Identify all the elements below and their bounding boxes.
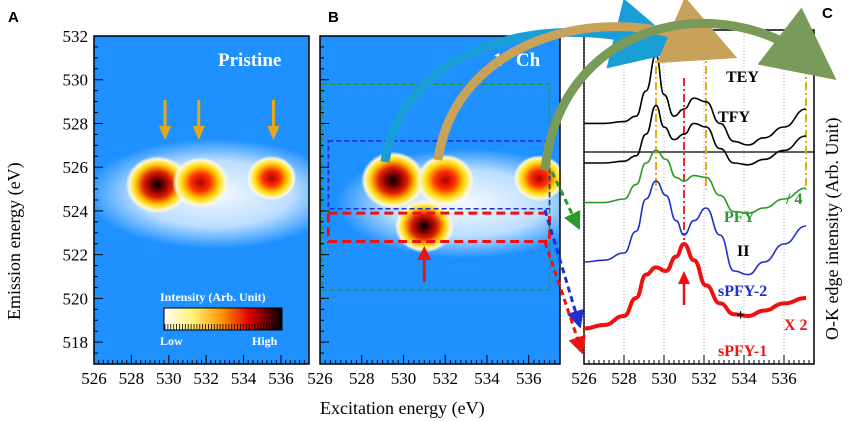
panel-a-peak-1 [125, 155, 190, 214]
panel-b-heatmap: 1st Ch 526 528 530 532 534 536 [307, 35, 597, 388]
panel-a-heatmap: Pristine Intensity (Arb. Unit) Low High … [63, 27, 345, 388]
panel-b-x-tick-label: 532 [432, 369, 458, 388]
panel-a-title: Pristine [218, 50, 281, 71]
panel-b-up-arrowhead [417, 246, 432, 260]
panel-c-x-tick-label: 532 [691, 369, 717, 388]
connector-arrow-olive [540, 7, 837, 171]
panel-c-x-tick-label: 526 [571, 369, 597, 388]
series-line-pfy [584, 149, 807, 215]
panel-a-arrowhead-2 [192, 126, 205, 140]
panel-letter-c: C [822, 5, 833, 22]
panel-a-y-tick-label: 518 [63, 333, 89, 352]
panel-b-x-tick-label: 526 [307, 369, 333, 388]
connector-arrow-teal [380, 0, 685, 163]
panel-a-x-tick-label: 532 [193, 369, 219, 388]
panel-a-peak-2 [172, 157, 229, 208]
panel-c-x-tick-label: 534 [731, 369, 757, 388]
panel-a-y-tick-label: 526 [63, 158, 89, 177]
colorbar: Intensity (Arb. Unit) Low High [160, 290, 283, 348]
panel-b-peak-3 [394, 199, 454, 253]
panel-c-x-tick-label: 530 [651, 369, 677, 388]
series-annotation-pfy: / 4 [785, 191, 802, 208]
panel-c-up-arrowhead [678, 271, 690, 284]
series-line-spfy-2 [583, 180, 807, 276]
colorbar-high: High [252, 334, 278, 348]
panel-a-y-tick-label: 532 [63, 27, 89, 46]
panel-a-x-tick-label: 536 [268, 369, 294, 388]
panel-c-spectra: TEY TFY PFY / 4 sPFY-2 sPFY-1 X 2 II + 526 528 530… [571, 29, 815, 388]
panel-a-y-tick-label: 524 [63, 202, 89, 221]
series-line-tfy [584, 104, 807, 166]
panel-b-x-tick-label: 536 [516, 369, 542, 388]
panel-a-peak-3 [246, 155, 297, 201]
panel-c-x-tick-label: 528 [611, 369, 637, 388]
series-label-tfy: TFY [718, 109, 750, 126]
series-annotation-spfy-1: X 2 [784, 317, 808, 334]
panel-a-x-tick-label: 530 [156, 369, 182, 388]
equals-symbol: II [737, 243, 749, 260]
panel-b-x-tick-label: 528 [349, 369, 375, 388]
panel-a-y-tick-label: 528 [63, 114, 89, 133]
panel-c-x-tick-label: 536 [771, 369, 797, 388]
connector-arrows [380, 0, 837, 355]
panel-a-y-tick-label: 520 [63, 289, 89, 308]
panel-b-x-tick-label: 534 [474, 369, 500, 388]
y-axis-title-right: O-K edge intensity (Arb. Unit) [822, 118, 843, 340]
panel-a-x-tick-label: 534 [231, 369, 257, 388]
series-label-spfy-2: sPFY-2 [718, 283, 767, 300]
panel-letter-b: B [328, 9, 339, 26]
panel-b-box-blue [327, 140, 551, 210]
series-label-spfy-1: sPFY-1 [718, 343, 767, 360]
panel-a-y-tick-label: 522 [63, 246, 89, 265]
series-line-tey [583, 54, 807, 146]
panel-b-x-tick-label: 530 [391, 369, 417, 388]
panel-a-arrowhead-3 [267, 126, 280, 140]
panel-a-x-tick-label: 528 [119, 369, 145, 388]
series-label-pfy: PFY [724, 209, 756, 226]
colorbar-low: Low [160, 334, 183, 348]
colorbar-title: Intensity (Arb. Unit) [160, 290, 266, 304]
series-label-tey: TEY [726, 69, 759, 86]
connector-arrow-red [543, 241, 586, 355]
panel-a-arrowhead-1 [159, 126, 172, 140]
panel-b-peak-4 [513, 155, 565, 202]
series-line-spfy-1 [583, 241, 807, 331]
panel-b-peak-1 [361, 151, 426, 210]
panel-b-title-rest: Ch [511, 50, 540, 71]
x-axis-title: Excitation energy (eV) [320, 398, 485, 419]
panel-letter-a: A [8, 9, 19, 26]
panel-b-peak-2 [416, 154, 475, 207]
connector-arrow-blue [543, 209, 585, 329]
plus-symbol: + [736, 307, 745, 324]
panel-a-x-tick-label: 526 [81, 369, 107, 388]
y-axis-title-left: Emission energy (eV) [4, 162, 25, 320]
panel-a-y-tick-label: 530 [63, 71, 89, 90]
